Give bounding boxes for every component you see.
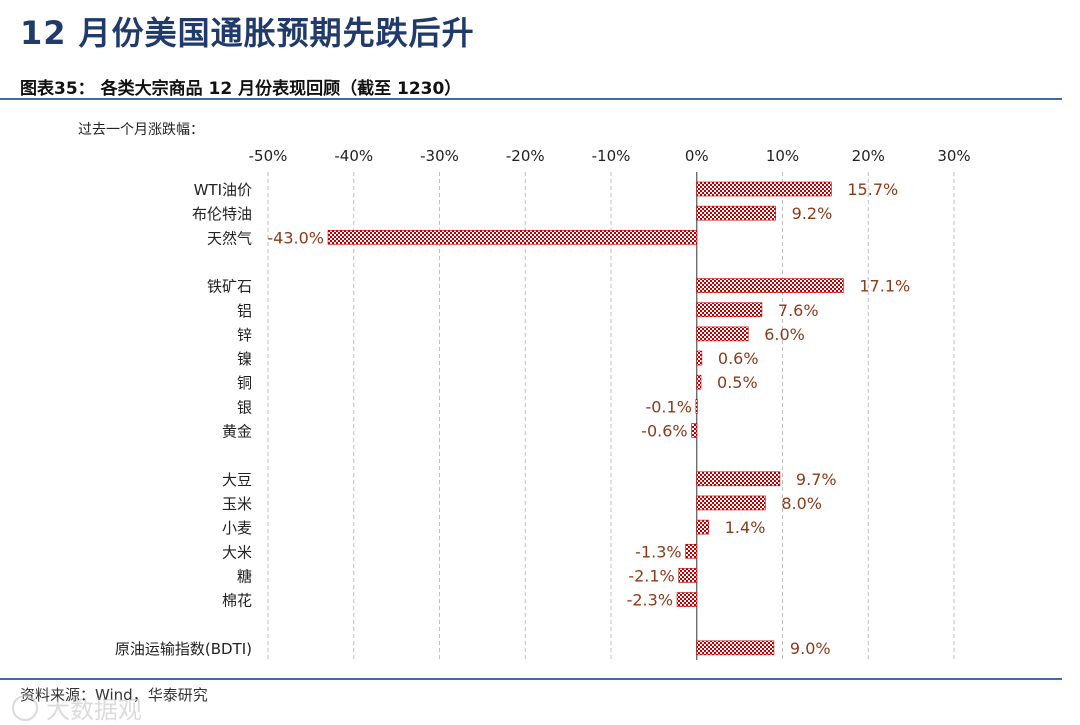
- x-tick-label: 10%: [766, 147, 799, 165]
- category-label: 天然气: [207, 229, 252, 247]
- page-title: 12 月份美国通胀预期先跌后升: [20, 14, 475, 52]
- category-label: 玉米: [222, 495, 252, 513]
- x-tick-label: 30%: [937, 147, 970, 165]
- bar: [696, 350, 703, 366]
- bar: [696, 302, 763, 318]
- bar: [685, 543, 698, 559]
- bars: [327, 181, 844, 656]
- category-label: 铝: [237, 302, 252, 320]
- bar: [327, 230, 698, 245]
- data-label: 17.1%: [859, 277, 910, 296]
- bar: [676, 592, 698, 607]
- bar: [695, 399, 698, 414]
- grid-lines: [267, 172, 955, 660]
- data-label: 1.4%: [725, 518, 766, 537]
- data-label: -0.6%: [641, 422, 687, 441]
- category-label: 黄金: [222, 423, 252, 441]
- bar: [696, 519, 710, 535]
- bar: [696, 495, 766, 511]
- bar: [696, 640, 775, 656]
- bar: [696, 326, 749, 342]
- bar: [696, 374, 702, 390]
- bar: [696, 278, 844, 293]
- data-label: 9.0%: [790, 639, 831, 658]
- category-label: WTI油价: [194, 181, 252, 199]
- bar: [696, 471, 781, 487]
- chart-title: 图表35： 各类大宗商品 12 月份表现回顾（截至 1230）: [20, 79, 462, 99]
- category-label: 铜: [237, 374, 252, 392]
- category-label: 铁矿石: [207, 278, 252, 296]
- category-label: 银: [237, 398, 252, 416]
- data-label: -0.1%: [645, 397, 691, 416]
- data-label: 0.6%: [718, 349, 759, 368]
- data-label: 15.7%: [847, 180, 898, 199]
- bar: [678, 568, 698, 583]
- bar: [691, 423, 698, 438]
- x-tick-label: 0%: [685, 147, 709, 165]
- data-label: -2.1%: [628, 566, 674, 585]
- category-label: 布伦特油: [192, 205, 252, 223]
- x-tick-label: 20%: [852, 147, 885, 165]
- category-label: 棉花: [222, 592, 252, 610]
- data-labels: 15.7% 9.2% -43.0% 17.1% 7.6% 6.0% 0.6% 0.5% -0.1…: [267, 180, 910, 658]
- category-label: 小麦: [222, 519, 252, 537]
- x-tick-label: -30%: [420, 147, 459, 165]
- data-label: -43.0%: [267, 228, 324, 247]
- category-label: 大米: [222, 543, 252, 561]
- category-label: 糖: [237, 567, 252, 585]
- data-label: -1.3%: [635, 542, 681, 561]
- x-tick-labels: -50% -40% -30% -20% -10% 0% 10% 20% 30%: [249, 147, 971, 165]
- data-label: -2.3%: [627, 591, 673, 610]
- category-label: 大豆: [222, 471, 252, 489]
- x-tick-label: -40%: [334, 147, 373, 165]
- bar: [696, 181, 832, 197]
- category-label: 原油运输指数(BDTI): [115, 640, 252, 658]
- data-label: 6.0%: [764, 325, 805, 344]
- bar: [696, 205, 776, 221]
- x-tick-label: -50%: [249, 147, 288, 165]
- category-labels: WTI油价布伦特油天然气铁矿石铝锌镍铜银黄金大豆玉米小麦大米糖棉花原油运输指数(…: [115, 181, 252, 658]
- data-label: 9.2%: [792, 204, 833, 223]
- category-label: 镍: [237, 350, 252, 368]
- source-note: 资料来源：Wind，华泰研究: [20, 686, 208, 704]
- axis-label: 过去一个月涨跌幅：: [78, 122, 204, 138]
- data-label: 0.5%: [717, 373, 758, 392]
- data-label: 8.0%: [781, 494, 822, 513]
- x-tick-label: -20%: [506, 147, 545, 165]
- data-label: 7.6%: [778, 301, 819, 320]
- data-label: 9.7%: [796, 470, 837, 489]
- x-tick-label: -10%: [592, 147, 631, 165]
- footer-divider: [0, 678, 1062, 680]
- category-label: 锌: [237, 326, 252, 344]
- header-divider: [0, 98, 1062, 100]
